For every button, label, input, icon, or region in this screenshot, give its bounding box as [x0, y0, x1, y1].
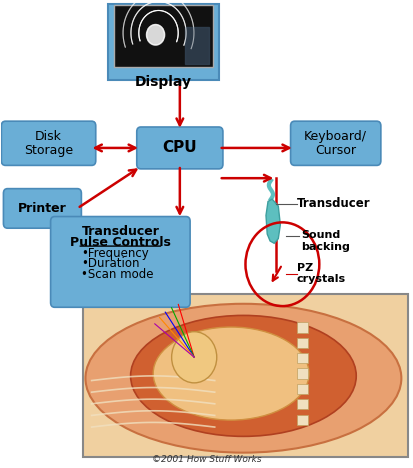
- Text: PZ
crystals: PZ crystals: [297, 263, 346, 285]
- Text: Printer: Printer: [18, 202, 67, 215]
- Text: Transducer: Transducer: [297, 197, 370, 210]
- Text: •Duration: •Duration: [81, 257, 140, 271]
- Bar: [297, 384, 308, 394]
- FancyBboxPatch shape: [1, 121, 96, 165]
- Ellipse shape: [131, 315, 356, 436]
- FancyBboxPatch shape: [137, 127, 223, 169]
- Text: CPU: CPU: [163, 140, 197, 155]
- FancyBboxPatch shape: [108, 4, 219, 80]
- Bar: [83, 294, 408, 457]
- Text: Display: Display: [135, 75, 192, 89]
- Text: Storage: Storage: [24, 144, 73, 157]
- FancyBboxPatch shape: [291, 121, 381, 165]
- FancyBboxPatch shape: [114, 5, 213, 67]
- Text: •Scan mode: •Scan mode: [81, 268, 154, 280]
- Circle shape: [147, 24, 164, 45]
- Text: ©2001 How Stuff Works: ©2001 How Stuff Works: [152, 455, 261, 464]
- Bar: [297, 399, 308, 410]
- Text: Cursor: Cursor: [315, 144, 356, 157]
- Text: Pulse Controls: Pulse Controls: [70, 236, 171, 249]
- Text: Keyboard/: Keyboard/: [304, 130, 367, 143]
- Bar: [297, 415, 308, 425]
- Ellipse shape: [85, 304, 401, 453]
- Bar: [297, 322, 308, 333]
- Text: Sound
backing: Sound backing: [301, 230, 350, 252]
- Text: •Frequency: •Frequency: [81, 247, 149, 260]
- Bar: [185, 27, 209, 64]
- Circle shape: [172, 332, 217, 383]
- Circle shape: [147, 24, 164, 45]
- Text: Transducer: Transducer: [81, 225, 159, 238]
- Polygon shape: [266, 199, 280, 243]
- Bar: [297, 338, 308, 348]
- Text: Disk: Disk: [35, 130, 62, 143]
- FancyBboxPatch shape: [3, 189, 81, 228]
- Ellipse shape: [153, 327, 309, 420]
- FancyBboxPatch shape: [51, 217, 190, 307]
- Bar: [297, 368, 308, 379]
- Bar: [297, 353, 308, 363]
- FancyBboxPatch shape: [116, 7, 211, 65]
